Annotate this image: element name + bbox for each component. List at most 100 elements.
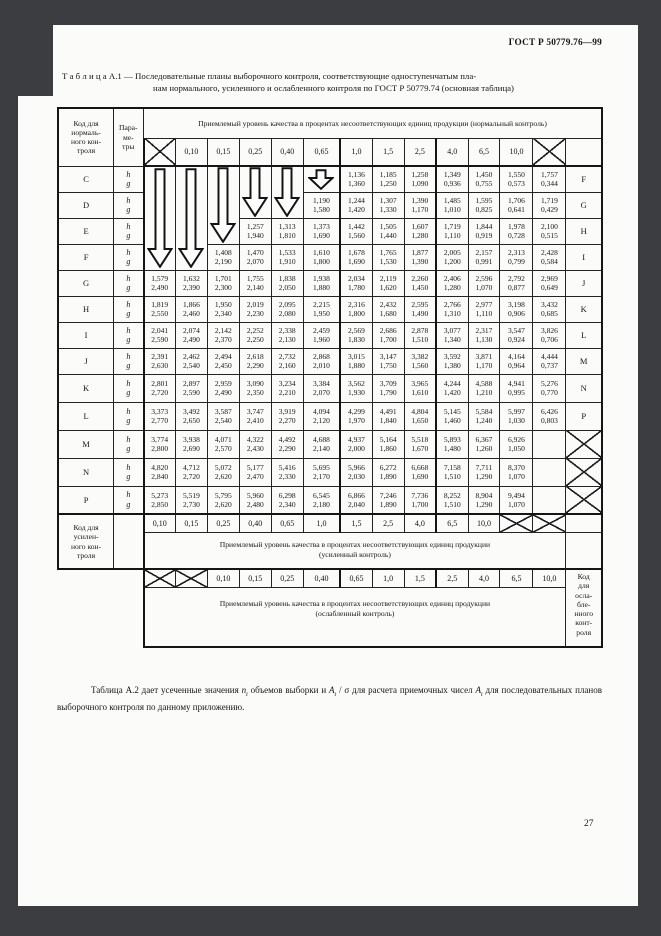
value-cell: 1,505 1,440: [371, 217, 405, 245]
value-cell: 3,919 2,270: [270, 401, 304, 431]
value-cell: 2,432 1,680: [371, 295, 405, 323]
value-cell: 1,349 0,936: [435, 165, 469, 193]
empty-cell: [532, 457, 567, 487]
value-cell: 3,587 2,540: [206, 401, 240, 431]
page-margin: [114, 569, 144, 587]
value-cell: 2,959 2,490: [206, 373, 240, 403]
value-cell: 1,755 2,140: [238, 269, 272, 297]
empty-cell: [113, 513, 144, 570]
value-cell: 4,322 2,430: [238, 429, 272, 459]
value-cell: 5,795 2,620: [206, 485, 240, 515]
normal-code-header: Код для нормаль- ного кон- троля: [57, 107, 115, 167]
value-cell: 4,941 0,995: [499, 373, 534, 403]
value-cell: 2,005 1,200: [435, 243, 469, 271]
value-cell: 3,147 1,750: [371, 347, 405, 375]
aql-reduced-header: Приемлемый уровень качества в процентах …: [142, 586, 567, 648]
aql-col-label: 0,15: [206, 137, 240, 167]
value-cell: 2,459 1,960: [302, 321, 341, 349]
value-cell: 5,164 1,860: [371, 429, 405, 459]
standard-reference: ГОСТ Р 50779.76—99: [508, 38, 602, 48]
next-code-letter: H: [565, 217, 604, 245]
value-cell: 1,978 0,728: [499, 217, 534, 245]
note-text: Таблица А.2 дает усеченные значения nt о…: [57, 685, 602, 713]
value-cell: 2,252 2,250: [238, 321, 272, 349]
value-cell: 2,428 0,584: [532, 243, 567, 271]
value-cell: 6,426 0,803: [532, 401, 567, 431]
aql-col-label-tightened: 10,0: [467, 513, 501, 533]
value-cell: 1,470 2,070: [238, 243, 272, 271]
value-cell: 1,579 2,490: [142, 269, 176, 297]
value-cell: 1,190 1,580: [302, 191, 341, 219]
document-page: ГОСТ Р 50779.76—99 Т а б л и ц а А.1 — П…: [18, 25, 638, 906]
value-cell: 3,432 0,685: [532, 295, 567, 323]
value-cell: 2,142 2,370: [206, 321, 240, 349]
row-code: I: [57, 321, 115, 349]
value-cell: 1,607 1,280: [403, 217, 437, 245]
aql-col-label-reduced: 0,40: [302, 568, 341, 588]
value-cell: 7,158 1,510: [435, 457, 469, 487]
value-cell: 6,298 2,340: [270, 485, 304, 515]
aql-col-label-tightened: 0,15: [174, 513, 208, 533]
value-cell: 7,246 1,890: [371, 485, 405, 515]
crossed-cell: [174, 568, 208, 588]
value-cell: 5,893 1,480: [435, 429, 469, 459]
value-cell: 3,774 2,800: [142, 429, 176, 459]
aql-col-label: 6,5: [467, 137, 501, 167]
value-cell: 1,136 1,360: [339, 165, 373, 193]
aql-col-label: 0,40: [270, 137, 304, 167]
row-code: M: [57, 429, 115, 459]
value-cell: 3,871 1,170: [467, 347, 501, 375]
row-code: K: [57, 373, 115, 403]
aql-col-label-tightened: 1,0: [302, 513, 341, 533]
value-cell: 3,015 1,880: [339, 347, 373, 375]
value-cell: 1,313 1,810: [270, 217, 304, 245]
value-cell: 7,736 1,700: [403, 485, 437, 515]
value-cell: 2,034 1,780: [339, 269, 373, 297]
value-cell: 5,584 1,240: [467, 401, 501, 431]
value-cell: 2,462 2,540: [174, 347, 208, 375]
value-cell: 8,370 1,070: [499, 457, 534, 487]
aql-col-label: 1,5: [371, 137, 405, 167]
page-margin: [58, 587, 114, 647]
value-cell: 1,257 1,940: [238, 217, 272, 245]
value-cell: 1,838 2,050: [270, 269, 304, 297]
value-cell: 4,094 2,120: [302, 401, 341, 431]
value-cell: 6,926 1,050: [499, 429, 534, 459]
value-cell: 1,610 1,800: [302, 243, 341, 271]
value-cell: 3,592 1,380: [435, 347, 469, 375]
next-code-letter: F: [565, 165, 604, 193]
value-cell: 5,072 2,620: [206, 457, 240, 487]
value-cell: 5,966 2,030: [339, 457, 373, 487]
empty-cell: [532, 485, 567, 515]
aql-tightened-header: Приемлемый уровень качества в процентах …: [142, 531, 567, 570]
row-code: P: [57, 485, 115, 515]
value-cell: 2,260 1,450: [403, 269, 437, 297]
value-cell: 2,897 2,590: [174, 373, 208, 403]
crossed-cell: [565, 485, 604, 515]
value-cell: 4,244 1,420: [435, 373, 469, 403]
value-cell: 3,938 2,690: [174, 429, 208, 459]
aql-col-label: 10,0: [499, 137, 534, 167]
row-code: G: [57, 269, 115, 297]
value-cell: 1,307 1,330: [371, 191, 405, 219]
row-code: F: [57, 243, 115, 271]
aql-col-label-reduced: 6,5: [499, 568, 534, 588]
value-cell: 1,632 2,390: [174, 269, 208, 297]
value-cell: 2,686 1,700: [371, 321, 405, 349]
aql-col-label: 0,65: [302, 137, 341, 167]
value-cell: 3,198 0,906: [499, 295, 534, 323]
row-code: C: [57, 165, 115, 193]
row-code: J: [57, 347, 115, 375]
value-cell: 2,074 2,490: [174, 321, 208, 349]
value-cell: 5,695 2,170: [302, 457, 341, 487]
value-cell: 1,244 1,420: [339, 191, 373, 219]
value-cell: 1,408 2,190: [206, 243, 240, 271]
scan-shadow-corner: [0, 0, 53, 96]
aql-col-label-tightened: 0,10: [142, 513, 176, 533]
